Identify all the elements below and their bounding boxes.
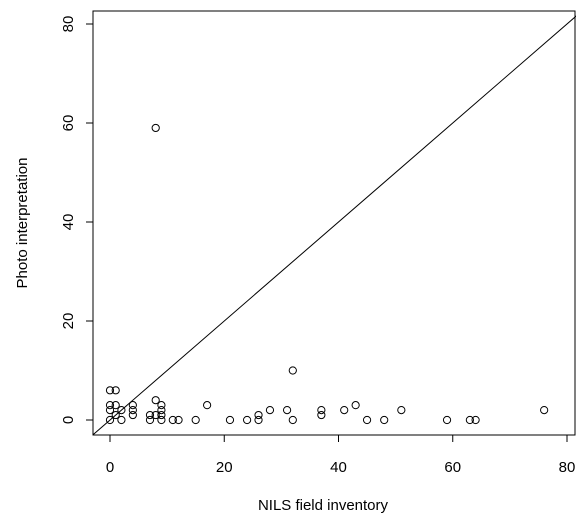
data-point [540,406,549,415]
data-point [317,410,326,420]
x-tick-label: 0 [106,459,114,476]
data-point [243,415,252,425]
data-point [397,406,406,415]
identity-line [92,15,576,436]
data-point [265,406,275,415]
data-point [151,396,160,405]
data-point [168,415,177,425]
data-point [151,123,160,133]
data-point [340,406,349,415]
data-point [174,415,183,425]
x-tick-label: 40 [330,459,347,476]
data-point [117,415,126,425]
x-axis-title: NILS field inventory [258,497,389,514]
data-point [471,415,480,425]
y-tick-label: 80 [60,16,77,33]
y-axis-title: Photo interpretation [14,158,31,289]
data-point [203,401,212,410]
data-point [157,415,166,425]
y-axis: 0 20 40 60 80 [60,16,94,424]
y-tick-label: 40 [60,214,77,231]
data-point [128,406,137,415]
data-points [105,123,549,425]
y-tick-label: 0 [60,416,77,424]
data-point [145,415,155,425]
data-point [254,415,263,425]
data-point [225,415,235,425]
x-axis: 0 20 40 60 80 [106,434,576,476]
data-point [351,401,360,410]
data-point [191,415,200,425]
data-point [157,406,166,415]
data-point [145,410,155,420]
identity-line-group [92,15,576,436]
data-point [465,415,474,425]
data-point [151,410,160,420]
data-point [442,415,452,425]
data-point [254,410,263,420]
data-point [105,401,115,410]
plot-frame [92,10,576,436]
y-tick-label: 60 [60,115,77,132]
data-point [157,410,166,420]
data-point [111,410,120,420]
data-point [282,406,292,415]
x-tick-label: 60 [444,459,461,476]
data-point [362,415,372,425]
data-point [157,401,166,410]
data-point [105,415,115,425]
x-tick-label: 20 [216,459,233,476]
x-tick-label: 80 [559,459,576,476]
data-point [380,415,389,425]
data-point [288,366,297,375]
data-point [111,401,120,410]
data-point [105,406,115,415]
data-point [105,386,115,395]
data-point [128,410,137,420]
data-point [111,386,120,395]
data-point [288,415,297,425]
data-point [317,406,326,415]
data-point [128,401,137,410]
data-point [117,406,126,415]
y-tick-label: 20 [60,313,77,330]
